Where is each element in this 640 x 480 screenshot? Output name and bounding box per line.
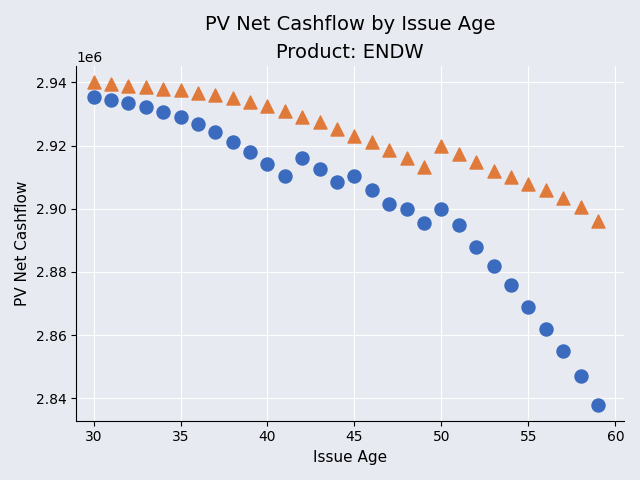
Point — [228, 95, 238, 102]
Point — [454, 221, 464, 228]
Point — [419, 219, 429, 227]
Point — [158, 85, 168, 93]
Point — [332, 125, 342, 132]
Point — [349, 172, 360, 180]
Point — [175, 86, 186, 94]
Point — [541, 186, 551, 193]
X-axis label: Issue Age: Issue Age — [313, 450, 387, 465]
Point — [575, 372, 586, 380]
Point — [141, 103, 151, 111]
Point — [401, 205, 412, 213]
Point — [193, 120, 203, 128]
Point — [419, 163, 429, 171]
Point — [436, 142, 447, 149]
Point — [245, 148, 255, 156]
Point — [297, 155, 307, 162]
Point — [506, 173, 516, 181]
Point — [175, 113, 186, 121]
Point — [558, 194, 568, 202]
Point — [367, 139, 377, 146]
Point — [314, 119, 324, 126]
Point — [593, 401, 603, 408]
Point — [454, 150, 464, 157]
Point — [158, 108, 168, 115]
Point — [314, 166, 324, 173]
Point — [506, 281, 516, 288]
Point — [124, 99, 134, 107]
Point — [488, 262, 499, 269]
Point — [124, 82, 134, 89]
Point — [88, 93, 99, 100]
Point — [471, 158, 481, 166]
Point — [384, 146, 394, 154]
Point — [593, 217, 603, 225]
Point — [575, 204, 586, 211]
Point — [262, 103, 273, 110]
Point — [332, 178, 342, 186]
Point — [401, 155, 412, 162]
Point — [210, 129, 220, 136]
Point — [228, 138, 238, 145]
Point — [558, 347, 568, 355]
Point — [384, 200, 394, 208]
Point — [245, 98, 255, 106]
Point — [524, 180, 534, 187]
Point — [349, 132, 360, 139]
Point — [141, 84, 151, 91]
Point — [106, 80, 116, 88]
Point — [280, 172, 290, 180]
Point — [436, 205, 447, 213]
Point — [88, 79, 99, 86]
Point — [193, 89, 203, 96]
Point — [367, 186, 377, 193]
Point — [280, 108, 290, 115]
Point — [262, 160, 273, 168]
Point — [524, 303, 534, 311]
Point — [297, 113, 307, 120]
Point — [106, 96, 116, 104]
Point — [210, 91, 220, 99]
Point — [541, 325, 551, 333]
Point — [471, 243, 481, 251]
Title: PV Net Cashflow by Issue Age
Product: ENDW: PV Net Cashflow by Issue Age Product: EN… — [205, 15, 495, 62]
Y-axis label: PV Net Cashflow: PV Net Cashflow — [15, 181, 30, 306]
Point — [488, 167, 499, 175]
